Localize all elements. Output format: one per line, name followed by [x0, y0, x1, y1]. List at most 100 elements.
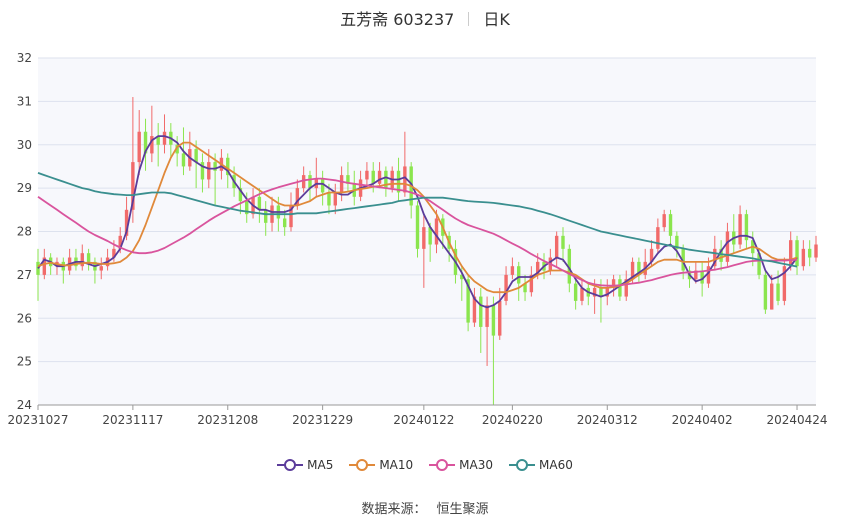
candle-body: [365, 170, 369, 180]
candle-body: [213, 162, 217, 171]
candle-body: [554, 235, 559, 258]
y-tick-label: 25: [17, 355, 32, 369]
candle-body: [339, 175, 344, 193]
candle: [143, 118, 148, 171]
legend-item-ma60[interactable]: MA60: [509, 458, 573, 472]
y-tick-label: 30: [17, 138, 32, 152]
candle: [656, 218, 660, 254]
candle-body: [264, 209, 268, 223]
legend-label: MA5: [307, 458, 334, 472]
x-tick-label: 20240220: [482, 413, 543, 427]
candle-body: [194, 149, 198, 163]
x-tick-label: 20240312: [577, 413, 638, 427]
candle: [719, 240, 723, 271]
candle: [472, 287, 477, 327]
series-line-ma30: [37, 177, 798, 287]
x-tick-label: 20231027: [7, 413, 68, 427]
grid-lines: [38, 57, 816, 406]
candle: [99, 257, 103, 280]
candle-body: [472, 296, 477, 323]
candle-body: [377, 170, 382, 184]
candle: [434, 209, 439, 254]
candle-body: [580, 287, 584, 301]
series-line-ma60: [37, 172, 798, 268]
candle-body: [498, 300, 502, 336]
candle-body: [143, 131, 148, 154]
period-label: 日K: [483, 10, 510, 29]
candle: [801, 240, 806, 271]
candle-body: [700, 270, 704, 284]
candle: [561, 227, 565, 262]
candle-body: [649, 248, 654, 262]
legend-item-ma10[interactable]: MA10: [349, 458, 413, 472]
candle-body: [535, 261, 540, 275]
candle-body: [517, 266, 521, 284]
y-tick-label: 32: [17, 51, 32, 65]
candle: [491, 296, 496, 405]
candle-body: [131, 162, 135, 210]
candle-body: [112, 248, 116, 258]
legend-item-ma5[interactable]: MA5: [277, 458, 333, 472]
candle: [725, 222, 730, 267]
legend-item-ma30[interactable]: MA30: [429, 458, 493, 472]
candle-body: [42, 257, 47, 275]
candle: [580, 279, 584, 306]
candle-body: [788, 240, 793, 267]
candle-body: [706, 266, 711, 284]
candle: [320, 170, 325, 206]
candle-body: [327, 192, 331, 206]
candle: [599, 279, 603, 323]
candle: [529, 266, 534, 297]
candle-body: [238, 188, 243, 202]
candle: [504, 266, 508, 306]
x-axis-ticks: 20231027 20231117 20231208 20231229 20240122…: [7, 405, 828, 427]
candle-body: [403, 166, 407, 193]
candle-body: [529, 274, 534, 293]
x-tick-label: 20240424: [766, 413, 827, 427]
candle: [618, 274, 622, 301]
candle: [763, 270, 768, 314]
y-tick-label: 31: [17, 94, 32, 108]
candle: [415, 201, 420, 258]
legend-label: MA10: [379, 458, 414, 472]
candle-body: [156, 136, 160, 145]
candle-body: [308, 175, 312, 189]
series-line-ma10: [37, 141, 798, 294]
y-tick-label: 27: [17, 268, 32, 282]
candle: [510, 257, 515, 280]
candle-body: [118, 235, 122, 249]
candle: [675, 231, 679, 258]
candle-body: [567, 248, 572, 284]
candle-body: [422, 227, 426, 249]
legend-label: MA60: [539, 458, 573, 472]
candle: [346, 162, 350, 193]
candle: [744, 209, 749, 249]
candle-body: [624, 279, 628, 297]
y-tick-label: 29: [17, 181, 32, 195]
candle: [137, 110, 141, 176]
candle-body: [504, 274, 508, 301]
candle: [162, 114, 167, 154]
candle-body: [175, 144, 179, 154]
candle: [782, 257, 787, 306]
candle: [662, 209, 666, 232]
legend-marker-icon: [429, 459, 456, 471]
candle-body: [694, 270, 698, 280]
candle-body: [396, 170, 401, 193]
candle-body: [763, 274, 768, 310]
candle-body: [770, 283, 774, 310]
source-name: 恒生聚源: [436, 502, 489, 517]
candle: [788, 231, 793, 271]
x-tick-label: 20231208: [197, 413, 258, 427]
candle: [624, 270, 628, 301]
legend-marker-icon: [349, 459, 376, 471]
candle: [807, 240, 812, 267]
candle-body: [668, 214, 673, 236]
candle-body: [479, 296, 483, 327]
candle-body: [618, 279, 622, 297]
candle: [770, 274, 774, 310]
candle-body: [200, 162, 205, 180]
candle: [213, 153, 217, 206]
candle-body: [757, 253, 761, 275]
candle-body: [289, 205, 293, 228]
